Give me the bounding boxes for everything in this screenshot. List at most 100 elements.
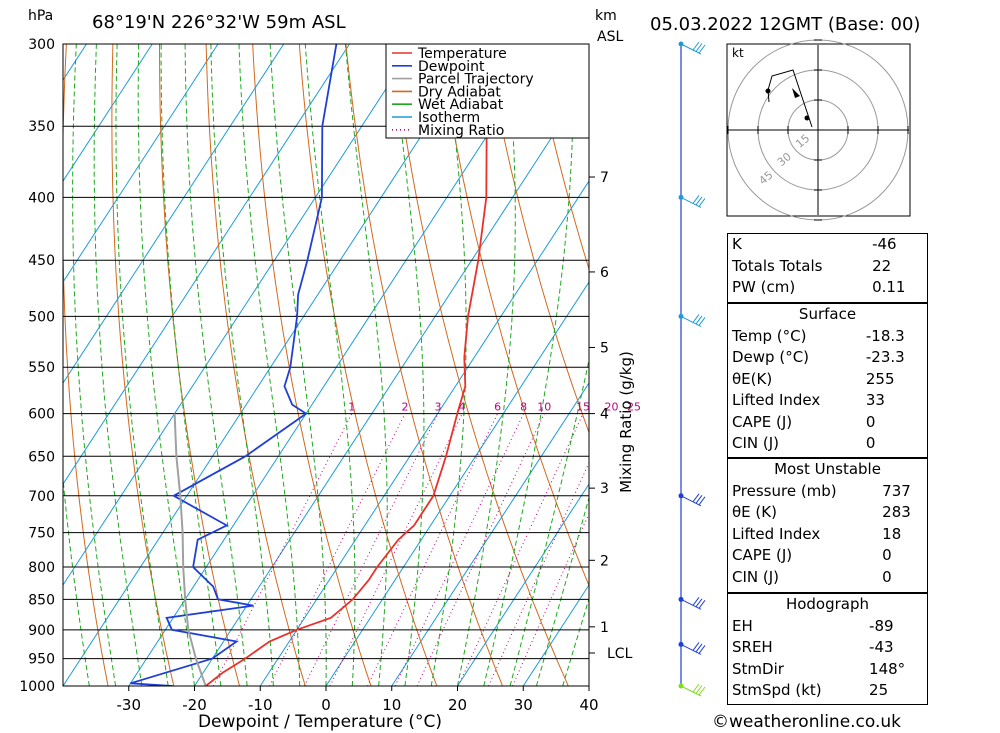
mu-pressure-label: Pressure (mb) bbox=[732, 481, 837, 500]
tt-label: Totals Totals bbox=[732, 256, 823, 275]
pressure-tick-label: 500 bbox=[28, 309, 55, 325]
pw-label: PW (cm) bbox=[732, 278, 796, 296]
pressure-unit: hPa bbox=[28, 8, 53, 24]
mu-cape-value: 0 bbox=[882, 546, 892, 564]
km-tick-label: 1 bbox=[600, 620, 609, 636]
x-axis-title: Dewpoint / Temperature (°C) bbox=[198, 712, 442, 732]
dry-adiabat-line bbox=[345, 44, 503, 686]
legend-label: Isotherm bbox=[418, 110, 480, 126]
mixing-ratio-line bbox=[394, 413, 525, 686]
isotherm-line bbox=[63, 44, 482, 686]
isotherm-line bbox=[63, 44, 285, 384]
most-unstable-title: Most Unstable bbox=[774, 460, 881, 478]
copyright: ©weatheronline.co.uk bbox=[712, 712, 901, 732]
pressure-tick-label: 600 bbox=[28, 407, 55, 423]
wind-barb bbox=[680, 685, 702, 697]
datetime-title: 05.03.2022 12GMT (Base: 00) bbox=[650, 14, 920, 35]
isotherm-line bbox=[63, 44, 219, 283]
wind-barb-feather bbox=[698, 600, 706, 609]
isotherm-line bbox=[63, 44, 416, 586]
wind-barb-feather bbox=[698, 645, 706, 654]
series-temperature bbox=[205, 44, 495, 686]
wet-adiabat-line bbox=[63, 473, 90, 686]
isotherm-line bbox=[63, 44, 153, 182]
asl-unit: ASL bbox=[597, 29, 623, 45]
mu-pressure-value: 737 bbox=[882, 481, 911, 500]
mixing-ratio-label: 1 bbox=[348, 401, 355, 414]
stmspd-label: StmSpd (kt) bbox=[732, 681, 822, 699]
wet-adiabat-line bbox=[391, 44, 425, 686]
legend-label: Temperature bbox=[417, 46, 507, 62]
surface-theta-label: θE(K) bbox=[732, 369, 773, 388]
pressure-tick-label: 750 bbox=[28, 526, 55, 542]
surface-dewp-label: Dewp (°C) bbox=[732, 348, 810, 366]
surface-cin-value: 0 bbox=[865, 434, 876, 452]
x-tick-label: 10 bbox=[382, 696, 401, 714]
pressure-tick-label: 700 bbox=[28, 489, 55, 505]
pressure-tick-label: 350 bbox=[28, 119, 55, 135]
mixing-ratio-line bbox=[457, 413, 584, 686]
hodograph-stats-panel: Hodograph EH -89 SREH -43 StmDir 148° StmSp… bbox=[727, 593, 928, 705]
surface-li-label: Lifted Index bbox=[732, 391, 821, 409]
km-tick-label: 4 bbox=[600, 407, 609, 423]
km-unit: km bbox=[595, 8, 617, 24]
pw-value: 0.11 bbox=[872, 278, 906, 296]
legend-label: Wet Adiabat bbox=[418, 97, 504, 113]
pressure-tick-label: 650 bbox=[28, 449, 55, 465]
pressure-tick-label: 800 bbox=[28, 560, 55, 576]
mixing-ratio-line bbox=[212, 413, 353, 686]
wind-barb-feather bbox=[698, 317, 706, 326]
hodograph-storm-arrow bbox=[792, 88, 800, 98]
legend-label: Mixing Ratio bbox=[418, 123, 504, 139]
km-tick-label: 5 bbox=[600, 340, 609, 356]
mu-cin-value: 0 bbox=[882, 567, 892, 586]
wind-barb bbox=[680, 495, 702, 507]
wet-adiabat-line bbox=[137, 44, 195, 686]
wind-profile bbox=[678, 41, 706, 697]
mixing-ratio-label: 8 bbox=[520, 401, 527, 414]
wet-adiabat-line bbox=[72, 44, 117, 686]
km-tick-label: 6 bbox=[600, 265, 609, 281]
wind-barb bbox=[680, 196, 702, 208]
isotherm-line bbox=[457, 483, 589, 686]
wind-barb bbox=[680, 643, 702, 655]
dry-adiabat-line bbox=[159, 44, 240, 686]
wind-barb-feather bbox=[695, 196, 703, 206]
wind-barb-feather bbox=[695, 315, 703, 325]
hodograph-storm-point bbox=[804, 115, 810, 121]
km-tick-label: LCL bbox=[607, 646, 633, 662]
series-parcel-trajectory bbox=[173, 413, 207, 686]
surface-cin-label: CIN (J) bbox=[732, 434, 780, 452]
eh-label: EH bbox=[732, 616, 753, 635]
wind-barb-feather bbox=[698, 198, 706, 207]
wet-adiabat-line bbox=[562, 597, 589, 686]
mu-cin-label: CIN (J) bbox=[732, 567, 780, 586]
wind-barb-feather bbox=[692, 597, 700, 606]
hodograph-stats-title: Hodograph bbox=[785, 595, 870, 613]
mu-li-value: 18 bbox=[882, 524, 902, 543]
hodograph-trace bbox=[767, 69, 813, 128]
wind-barb bbox=[680, 43, 702, 55]
x-tick-label: 20 bbox=[448, 696, 467, 714]
pressure-tick-label: 1000 bbox=[19, 679, 55, 695]
x-tick-label: 40 bbox=[579, 696, 598, 714]
wind-barb-feather bbox=[695, 643, 703, 653]
surface-li-value: 33 bbox=[865, 391, 885, 409]
mixing-ratio-label: 25 bbox=[627, 401, 641, 414]
wet-adiabat-line bbox=[535, 495, 589, 686]
mixing-ratio-line bbox=[269, 413, 406, 686]
stmspd-value: 25 bbox=[869, 681, 889, 699]
x-tick-label: 0 bbox=[321, 696, 331, 714]
isotherm-line bbox=[259, 180, 589, 686]
wind-barb-feather bbox=[692, 195, 700, 204]
pressure-tick-label: 900 bbox=[28, 623, 55, 639]
mu-theta-value: 283 bbox=[882, 503, 911, 521]
mixing-ratio-line bbox=[416, 413, 545, 686]
k-label: K bbox=[732, 235, 742, 253]
wind-barb-feather bbox=[695, 685, 703, 694]
eh-value: -89 bbox=[869, 616, 894, 635]
dry-adiabat-line bbox=[252, 44, 372, 686]
dry-adiabat-line bbox=[111, 44, 175, 686]
mixing-ratio-line bbox=[367, 413, 499, 686]
